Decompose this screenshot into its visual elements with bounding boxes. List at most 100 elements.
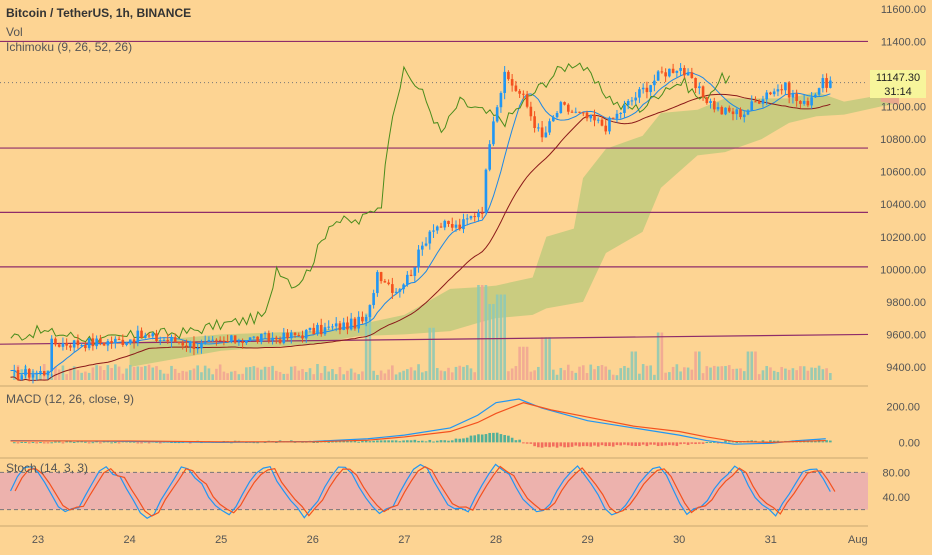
volume-bar [413, 370, 417, 380]
kijun-line [10, 93, 831, 381]
volume-bar [615, 375, 619, 380]
volume-bar [263, 366, 267, 380]
candle-body [188, 341, 192, 347]
volume-bar [158, 369, 162, 380]
macd-histogram-bar [80, 441, 83, 443]
candle-body [245, 340, 248, 344]
volume-bar [394, 374, 398, 380]
stoch-legend[interactable]: Stoch (14, 3, 3) [6, 461, 89, 475]
candle-body [473, 216, 477, 218]
macd-histogram-bar [690, 442, 694, 444]
candle-body [649, 85, 652, 93]
macd-histogram-bar [522, 442, 525, 444]
candle-body [379, 272, 383, 282]
candle-body [364, 317, 368, 322]
macd-histogram-bar [488, 432, 491, 443]
macd-histogram-bar [679, 442, 682, 445]
volume-bar [361, 371, 364, 380]
candle-body [125, 343, 128, 346]
volume-bar [215, 368, 218, 380]
volume-bar [245, 367, 248, 380]
candle-body [458, 224, 462, 230]
macd-histogram-bar [514, 440, 518, 443]
macd-histogram-bar [518, 439, 521, 443]
ichimoku-legend[interactable]: Ichimoku (9, 26, 52, 26) [6, 40, 133, 54]
candle-body [222, 340, 226, 342]
macd-histogram-bar [477, 434, 480, 443]
candle-body [522, 93, 525, 95]
candle-body [698, 86, 701, 89]
macd-histogram-bar [417, 440, 420, 443]
macd-histogram-bar [454, 438, 458, 443]
macd-histogram-bar [65, 441, 68, 443]
volume-bar [525, 346, 529, 380]
candle-body [544, 132, 548, 138]
volume-bar [802, 366, 806, 380]
volume-bar [151, 367, 155, 380]
volume-bar [548, 337, 551, 380]
volume-legend[interactable]: Vol [6, 25, 23, 39]
macd-histogram-bar [465, 437, 469, 443]
candle-body [143, 335, 147, 338]
macd-histogram-bar [585, 442, 589, 447]
volume-bar [776, 372, 780, 380]
volume-bar [387, 369, 390, 380]
candle-body [91, 338, 95, 347]
candle-body [289, 332, 293, 339]
volume-bar [499, 294, 503, 380]
volume-bar [488, 304, 491, 380]
volume-bar [237, 374, 241, 380]
indicator-panes [0, 385, 868, 527]
volume-bar [619, 368, 623, 380]
volume-bar [372, 370, 375, 380]
macd-histogram-bar [686, 442, 690, 445]
volume-bar [473, 372, 477, 380]
candle-body [140, 330, 143, 338]
volume-bar [484, 285, 488, 380]
volume-bar [656, 332, 660, 380]
candle-body [529, 106, 533, 117]
volume-bar [593, 369, 596, 380]
macd-histogram-bar [701, 442, 705, 444]
macd-histogram-bar [769, 440, 772, 443]
candle-body [761, 99, 765, 104]
chart-title[interactable]: Bitcoin / TetherUS, 1h, BINANCE [6, 6, 192, 20]
candle-body [518, 90, 521, 94]
candle-body [286, 332, 289, 339]
candle-body [170, 337, 173, 342]
volume-bar [724, 366, 727, 380]
macd-legend[interactable]: MACD (12, 26, close, 9) [6, 392, 135, 406]
macd-histogram-bar [353, 440, 357, 443]
volume-bar [256, 367, 259, 380]
macd-histogram-bar [484, 434, 488, 443]
volume-bar [424, 371, 428, 380]
candle-body [237, 341, 241, 343]
volume-bar [559, 367, 563, 380]
macd-histogram-bar [555, 442, 559, 448]
candle-body [394, 291, 398, 293]
macd-histogram-bar [630, 442, 634, 446]
candle-body [173, 337, 177, 343]
candle-body [634, 97, 637, 101]
candle-body [784, 82, 787, 91]
volume-bar [634, 351, 637, 380]
candle-body [402, 284, 405, 290]
macd-histogram-bar [649, 442, 652, 445]
macd-histogram-bar [574, 442, 578, 446]
candle-body [117, 338, 121, 340]
candle-body [376, 272, 379, 294]
volume-bar [87, 372, 91, 380]
candle-body [129, 339, 132, 344]
volume-bar [379, 370, 383, 380]
volume-bar [226, 373, 229, 380]
volume-bar [334, 374, 338, 380]
volume-bar [84, 371, 87, 380]
candle-body [420, 245, 424, 250]
candle-body [398, 289, 402, 292]
macd-histogram-bar [114, 442, 117, 444]
volume-bar [207, 368, 211, 380]
candle-body [207, 339, 211, 342]
volume-bar [136, 366, 140, 380]
volume-bar [185, 371, 188, 380]
